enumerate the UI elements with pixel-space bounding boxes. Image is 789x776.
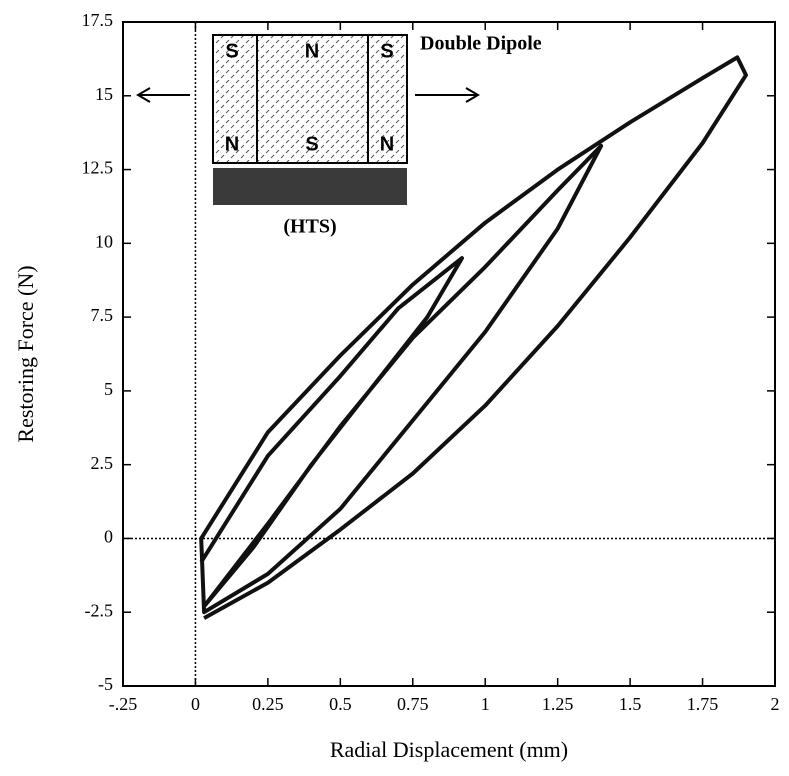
x-tick-label: 0.5 — [329, 694, 352, 714]
x-tick-label: 2 — [771, 694, 780, 714]
x-axis-label: Radial Displacement (mm) — [330, 737, 568, 762]
y-tick-label: 2.5 — [91, 453, 114, 473]
hts-bar — [213, 168, 407, 205]
magnet — [212, 34, 408, 164]
y-tick-label: 17.5 — [82, 10, 114, 30]
pole-label: S — [380, 40, 393, 62]
y-tick-label: 10 — [95, 231, 113, 251]
x-tick-label: 1.75 — [687, 694, 719, 714]
pole-label: N — [380, 133, 394, 155]
x-tick-label: 1 — [481, 694, 490, 714]
hts-label: (HTS) — [283, 216, 336, 238]
x-tick-label: 1.5 — [619, 694, 642, 714]
pole-label: N — [225, 133, 239, 155]
y-tick-label: 0 — [104, 527, 113, 547]
data-line — [199, 55, 748, 620]
x-tick-label: 0.25 — [252, 694, 284, 714]
x-tick-label: 1.25 — [542, 694, 574, 714]
y-tick-label: 12.5 — [82, 158, 114, 178]
y-axis-label: Restoring Force (N) — [13, 265, 38, 442]
y-tick-label: 15 — [95, 84, 113, 104]
y-tick-label: 7.5 — [91, 305, 114, 325]
arrow — [136, 87, 190, 103]
inset-title: Double Dipole — [420, 33, 542, 55]
y-tick-label: -2.5 — [85, 600, 114, 620]
x-tick-label: -.25 — [109, 694, 138, 714]
x-tick-label: 0.75 — [397, 694, 429, 714]
inset: S N S N S N (HTS) Double Dipole — [136, 33, 542, 238]
plot-frame — [122, 21, 776, 687]
pole-label: S — [305, 133, 318, 155]
arrow — [415, 87, 480, 103]
x-tick-label: 0 — [191, 694, 200, 714]
y-tick-label: 5 — [104, 379, 113, 399]
pole-label: N — [305, 40, 319, 62]
pole-label: S — [225, 40, 238, 62]
y-tick-label: -5 — [98, 674, 113, 694]
